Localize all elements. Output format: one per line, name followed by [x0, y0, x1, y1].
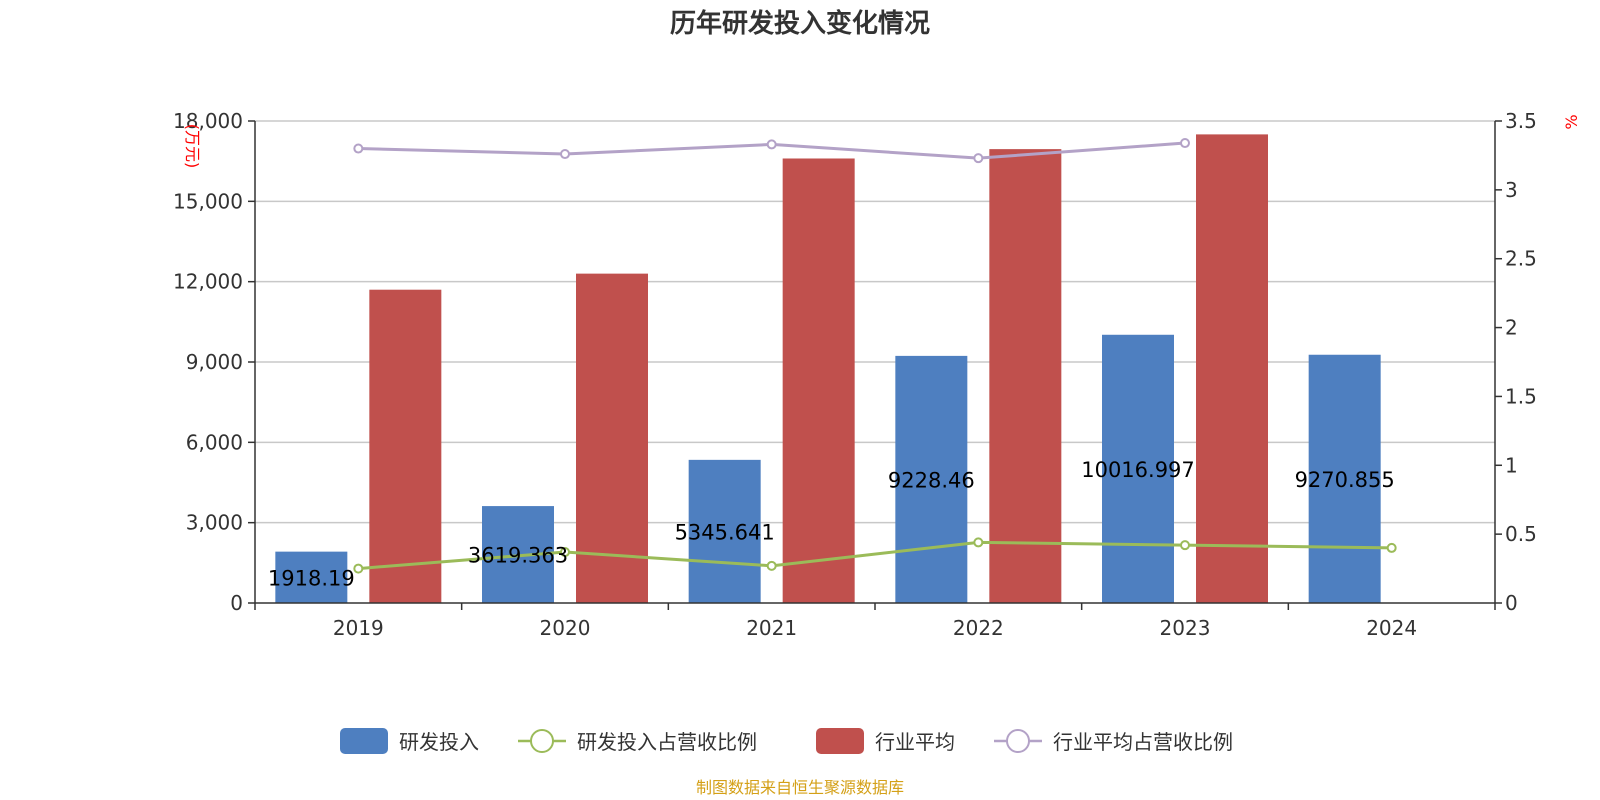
- rd-investment-bar: [895, 355, 968, 603]
- chart-title: 历年研发投入变化情况: [670, 8, 930, 39]
- bars: [275, 134, 1381, 603]
- right-axis-tick-label: 3: [1505, 178, 1518, 202]
- industry-average-bar: [369, 289, 442, 603]
- x-axis-tick-label: 2021: [746, 616, 797, 640]
- rd-ratio-line-point: [560, 547, 570, 558]
- industry-average-bar: [782, 158, 855, 603]
- rd-investment-label: 10016.997: [1081, 458, 1195, 482]
- legend-swatch: [816, 728, 864, 754]
- left-axis-tick-label: 3,000: [186, 511, 243, 535]
- rd-ratio-line-point: [353, 563, 364, 574]
- data-labels: 1918.19 3619.363 5345.641 9228.46 10016.997 9…: [268, 458, 1395, 590]
- rd-investment-label: 5345.641: [675, 520, 775, 544]
- x-axis-tick-label: 2024: [1366, 616, 1417, 640]
- rd-ratio-line: [358, 540, 1392, 571]
- x-axis-tick-label: 2022: [953, 616, 1004, 640]
- rd-investment-bar: [1308, 354, 1381, 603]
- legend: 研发投入 研发投入占营收比例 行业平均 行业平均占营收比例: [340, 728, 1233, 754]
- source-note: 制图数据来自恒生聚源数据库: [696, 778, 904, 797]
- x-axis-tick-label: 2020: [540, 616, 591, 640]
- rd-ratio-line-point: [1386, 542, 1397, 553]
- left-axis-unit: (万元): [183, 124, 202, 169]
- legend-label: 行业平均: [875, 730, 955, 754]
- right-axis-tick-label: 0.5: [1505, 522, 1537, 546]
- rd-investment-label: 9270.855: [1295, 468, 1395, 492]
- right-axis-tick-label: 2: [1505, 316, 1518, 340]
- x-axis-tick-label: 2023: [1160, 616, 1211, 640]
- rd-investment-bar: [688, 459, 761, 603]
- rd-ratio-line-point: [973, 537, 984, 548]
- rd-investment-label: 1918.19: [268, 566, 355, 590]
- industry-ratio-line-point: [353, 143, 364, 154]
- rd-investment-bar: [1102, 334, 1174, 603]
- industry-ratio-line-point: [1180, 138, 1190, 149]
- rd-ratio-line-point: [766, 560, 777, 571]
- rd-investment-label: 3619.363: [468, 544, 568, 568]
- industry-average-bar: [576, 273, 648, 603]
- series-lines: [353, 138, 1397, 574]
- rd-ratio-line-point: [1180, 540, 1190, 551]
- left-axis-tick-label: 6,000: [186, 430, 243, 454]
- right-axis-tick-label: 2.5: [1505, 247, 1537, 271]
- left-axis-tick-label: 15,000: [173, 189, 243, 213]
- right-axis-tick-label: 1: [1505, 453, 1518, 477]
- legend-label: 行业平均占营收比例: [1053, 730, 1233, 754]
- left-axis-tick-label: 12,000: [173, 270, 243, 294]
- right-axis-tick-label: 3.5: [1505, 109, 1537, 133]
- legend-swatch-marker: [1006, 729, 1030, 753]
- industry-average-bar: [1196, 134, 1268, 603]
- legend-swatch: [340, 728, 388, 754]
- legend-label: 研发投入占营收比例: [577, 730, 757, 754]
- rd-investment-label: 9228.46: [888, 468, 975, 492]
- right-axis-tick-label: 1.5: [1505, 384, 1537, 408]
- grid-lines: [255, 120, 1495, 524]
- right-axis-unit: %: [1562, 114, 1581, 129]
- legend-label: 研发投入: [399, 730, 479, 754]
- rd-investment-bar: [275, 551, 348, 603]
- legend-swatch-marker: [530, 729, 554, 753]
- industry-ratio-line-point: [973, 153, 984, 164]
- right-axis-tick-label: 0: [1505, 591, 1518, 615]
- left-axis-tick-label: 9,000: [186, 350, 243, 374]
- left-axis-tick-label: 0: [230, 591, 243, 615]
- industry-average-bar: [989, 149, 1062, 603]
- industry-ratio-line-point: [766, 139, 777, 150]
- axes: 0 3,000 6,000 9,000 12,000 15,000 18,000 0 0.5 1 1…: [173, 109, 1537, 640]
- x-axis-tick-label: 2019: [333, 616, 384, 640]
- industry-ratio-line-point: [560, 149, 570, 160]
- left-axis-tick-label: 18,000: [173, 109, 243, 133]
